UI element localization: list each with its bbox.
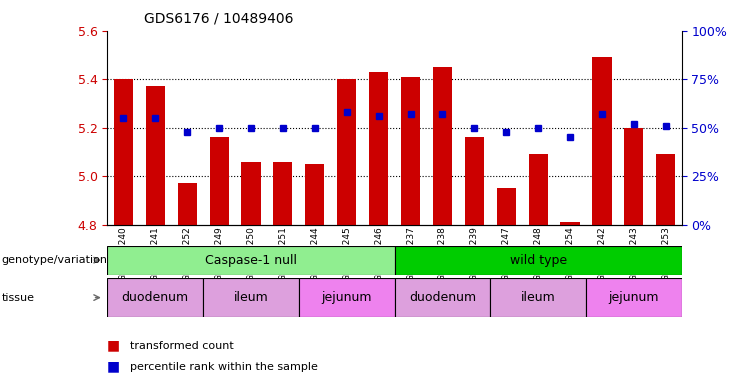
Text: duodenum: duodenum [122,291,189,304]
Text: GSM805251: GSM805251 [279,226,288,281]
Text: GSM805239: GSM805239 [470,226,479,281]
Text: GSM805244: GSM805244 [310,226,319,281]
Bar [395,246,682,275]
Text: GSM805250: GSM805250 [247,226,256,281]
Bar [114,79,133,225]
Bar [592,57,611,225]
Text: GSM805237: GSM805237 [406,226,415,281]
Bar [146,86,165,225]
Text: GSM805242: GSM805242 [597,226,606,281]
Bar [305,164,325,225]
Text: GSM805254: GSM805254 [565,226,574,281]
Text: ileum: ileum [233,291,268,304]
Text: tissue: tissue [1,293,35,303]
Text: GSM805241: GSM805241 [151,226,160,281]
Text: GSM805238: GSM805238 [438,226,447,281]
Text: GSM805243: GSM805243 [629,226,638,281]
Text: percentile rank within the sample: percentile rank within the sample [130,362,318,372]
Text: Caspase-1 null: Caspase-1 null [205,254,297,266]
Bar [586,278,682,317]
Text: ■: ■ [107,360,125,374]
Bar [299,278,394,317]
Bar [465,137,484,225]
Bar [528,154,548,225]
Text: GSM805245: GSM805245 [342,226,351,281]
Bar [210,137,229,225]
Text: ■: ■ [107,339,125,353]
Text: GSM805246: GSM805246 [374,226,383,281]
Bar [401,77,420,225]
Bar [624,127,643,225]
Bar [107,278,203,317]
Bar [107,246,395,275]
Bar [433,67,452,225]
Bar [273,162,293,225]
Text: transformed count: transformed count [130,341,233,351]
Text: GSM805240: GSM805240 [119,226,128,281]
Bar [560,222,579,225]
Bar [178,184,197,225]
Text: GSM805247: GSM805247 [502,226,511,281]
Text: GSM805253: GSM805253 [661,226,671,281]
Text: ileum: ileum [521,291,556,304]
Text: duodenum: duodenum [409,291,476,304]
Bar [657,154,675,225]
Bar [242,162,261,225]
Text: GDS6176 / 10489406: GDS6176 / 10489406 [144,12,294,25]
Bar [203,278,299,317]
Text: GSM805252: GSM805252 [183,226,192,281]
Text: GSM805249: GSM805249 [215,226,224,281]
Bar [491,278,586,317]
Text: genotype/variation: genotype/variation [1,255,107,265]
Text: jejunum: jejunum [322,291,372,304]
Bar [496,188,516,225]
Bar [369,72,388,225]
Text: GSM805248: GSM805248 [534,226,542,281]
Bar [337,79,356,225]
Text: wild type: wild type [510,254,567,266]
Text: jejunum: jejunum [608,291,659,304]
Bar [395,278,491,317]
